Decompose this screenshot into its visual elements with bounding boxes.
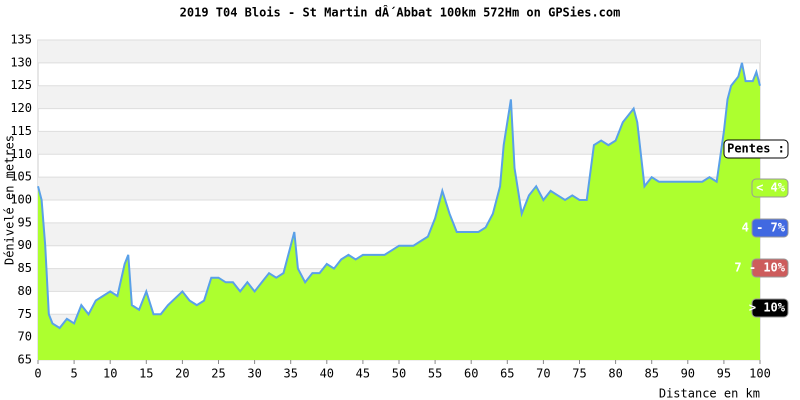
y-tick-label: 75 [18, 307, 32, 321]
y-axis-label: Dénivelé en metres [3, 135, 17, 265]
x-tick-label: 95 [717, 367, 731, 381]
x-tick-label: 75 [572, 367, 586, 381]
x-tick-label: 70 [536, 367, 550, 381]
legend-label: 7 - 10% [734, 261, 785, 275]
x-tick-label: 100 [749, 367, 771, 381]
y-tick-label: 80 [18, 284, 32, 298]
y-tick-label: 95 [18, 215, 32, 229]
grid-band [38, 85, 760, 109]
elevation-line [37, 62, 761, 330]
legend-label: 4 - 7% [742, 221, 786, 235]
x-tick-label: 30 [247, 367, 261, 381]
y-tick-label: 65 [18, 353, 32, 367]
y-tick-label: 125 [10, 78, 32, 92]
legend-label: < 4% [756, 181, 786, 195]
x-tick-label: 80 [608, 367, 622, 381]
x-tick-label: 45 [356, 367, 370, 381]
grid-band [38, 177, 760, 200]
x-tick-label: 40 [320, 367, 334, 381]
legend-title-box [723, 139, 789, 159]
grid-band [38, 131, 760, 155]
legend-swatch [751, 258, 789, 278]
x-tick-label: 50 [392, 367, 406, 381]
grid-band [38, 40, 760, 63]
x-axis-label: Distance en km [659, 387, 760, 400]
x-tick-label: 20 [175, 367, 189, 381]
y-tick-label: 70 [18, 330, 32, 344]
x-tick-label: 65 [500, 367, 514, 381]
x-tick-label: 60 [464, 367, 478, 381]
y-tick-label: 115 [10, 124, 32, 138]
y-tick-label: 105 [10, 170, 32, 184]
legend-swatch [751, 218, 789, 238]
legend-swatch [751, 178, 789, 198]
y-tick-label: 120 [10, 101, 32, 115]
x-tick-label: 10 [103, 367, 117, 381]
y-tick-label: 85 [18, 261, 32, 275]
y-tick-label: 135 [10, 33, 32, 47]
legend-label: > 10% [749, 301, 786, 315]
legend-title: Pentes : [727, 142, 785, 156]
chart-title: 2019 T04 Blois - St Martin dÂ´Abbat 100k… [180, 5, 621, 20]
legend-swatch [751, 298, 789, 318]
elevation-area [38, 62, 760, 360]
x-tick-label: 15 [139, 367, 153, 381]
x-tick-label: 90 [681, 367, 695, 381]
y-tick-label: 100 [10, 193, 32, 207]
x-tick-label: 35 [283, 367, 297, 381]
y-tick-label: 130 [10, 55, 32, 69]
x-tick-label: 55 [428, 367, 442, 381]
x-tick-label: 85 [644, 367, 658, 381]
x-tick-label: 0 [34, 367, 41, 381]
y-tick-label: 110 [10, 147, 32, 161]
y-tick-label: 90 [18, 238, 32, 252]
x-tick-label: 25 [211, 367, 225, 381]
x-tick-label: 5 [70, 367, 77, 381]
